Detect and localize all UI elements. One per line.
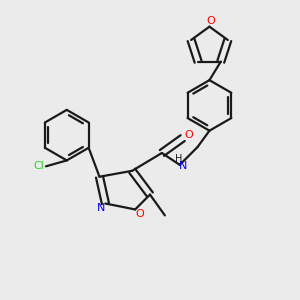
Text: O: O (207, 16, 215, 26)
Text: N: N (97, 203, 105, 213)
Text: N: N (178, 161, 187, 171)
Text: H: H (175, 154, 182, 164)
Text: Cl: Cl (33, 161, 44, 171)
Text: O: O (135, 209, 144, 219)
Text: O: O (184, 130, 193, 140)
